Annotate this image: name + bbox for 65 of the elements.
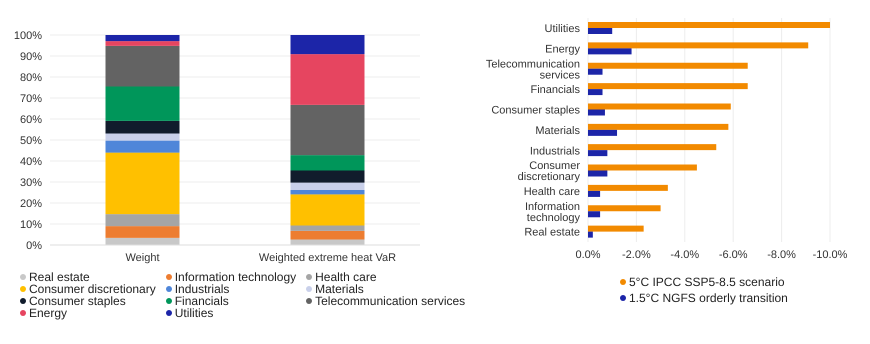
bar	[290, 54, 364, 105]
bar	[106, 140, 180, 153]
y-tick-label: 40%	[20, 156, 42, 168]
y-tick-label: 50%	[20, 134, 42, 147]
y-tick-label: 80%	[20, 72, 42, 84]
bar	[106, 152, 180, 214]
bar	[106, 226, 180, 238]
legend-label: Information technology	[174, 270, 296, 284]
x-tick-label: Weighted extreme heat VaR	[258, 252, 396, 264]
y-tick-label: Consumer staples	[491, 104, 580, 117]
y-tick-label: Energy	[545, 43, 580, 56]
bar	[106, 41, 180, 46]
bar	[290, 155, 364, 170]
bar	[290, 240, 364, 245]
x-tick-label: 0.0%	[575, 248, 601, 261]
legend-label: Consumer staples	[29, 294, 126, 308]
y-tick-label: Utilities	[544, 23, 580, 36]
bar	[290, 194, 364, 226]
y-tick-label: 30%	[20, 176, 42, 189]
x-tick-label: -8.0%	[767, 248, 796, 261]
x-tick-label: -6.0%	[718, 248, 748, 261]
legend-label: Utilities	[174, 306, 214, 320]
y-tick-label: Financials	[530, 84, 580, 96]
x-tick-label: -2.0%	[622, 248, 651, 261]
y-tick-label: 0%	[26, 240, 42, 252]
bar	[290, 230, 364, 240]
y-tick-label: 20%	[20, 198, 42, 210]
bar	[106, 238, 180, 245]
bar	[290, 35, 364, 54]
bar	[106, 120, 180, 134]
legend-label: Industrials	[174, 282, 230, 296]
x-tick-label: -4.0%	[670, 248, 700, 261]
y-tick-label: Consumer discretionary	[518, 160, 580, 184]
legend-label: Materials	[315, 282, 364, 296]
legend-label: Telecommunication services	[315, 294, 466, 308]
legend-label: 5°C IPCC SSP5-8.5 scenario	[629, 275, 785, 289]
legend-label: 1.5°C NGFS orderly transition	[629, 291, 788, 305]
bar	[106, 86, 180, 121]
x-tick-label: -10.0%	[812, 248, 848, 261]
y-tick-label: 10%	[20, 218, 42, 231]
legend-label: Energy	[29, 306, 68, 320]
legend-label: Health care	[315, 270, 376, 284]
bar	[290, 170, 364, 183]
y-tick-label: Information technology	[524, 200, 580, 224]
y-tick-label: 100%	[14, 30, 42, 42]
y-tick-label: 70%	[20, 92, 42, 105]
bar	[290, 182, 364, 190]
legend-label: Financials	[174, 294, 229, 308]
y-tick-label: Materials	[535, 124, 580, 137]
y-tick-label: Real estate	[524, 226, 580, 239]
bar	[106, 46, 180, 86]
y-tick-label: Telecommunication services	[486, 58, 580, 82]
bar	[106, 133, 180, 141]
bar	[106, 35, 180, 42]
x-tick-label: Weight	[125, 252, 160, 264]
bar	[290, 190, 364, 194]
legend-label: Real estate	[29, 270, 90, 284]
y-tick-label: 60%	[20, 114, 42, 126]
y-tick-label: Health care	[524, 186, 580, 198]
bar	[290, 225, 364, 231]
y-tick-label: Industrials	[530, 145, 580, 158]
legend-label: Consumer discretionary	[29, 282, 156, 296]
y-tick-label: 90%	[20, 50, 42, 63]
bar	[290, 104, 364, 156]
bar	[106, 214, 180, 226]
